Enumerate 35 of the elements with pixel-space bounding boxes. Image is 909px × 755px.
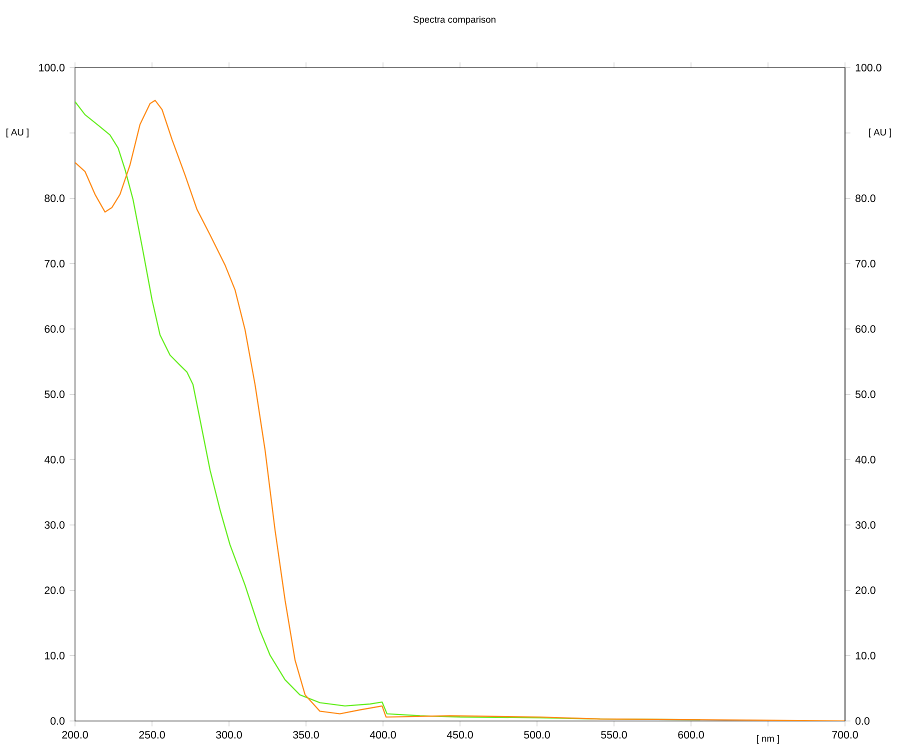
y2-tick-label: 30.0 (855, 521, 876, 529)
chart-title: Spectra comparison (413, 16, 496, 25)
x-tick-label: 500.0 (524, 731, 550, 739)
x-tick-label: 350.0 (293, 731, 319, 739)
y-tick-label: 60.0 (44, 325, 65, 333)
line-series (75, 100, 846, 721)
y2-tick-label: 0.0 (855, 717, 870, 725)
x-tick-label: 600.0 (678, 731, 704, 739)
y2-tick-label: 80.0 (856, 194, 876, 202)
y-tick-label: 10.0 (45, 652, 65, 660)
y2-tick-label: 50.0 (855, 390, 876, 398)
y-tick-label: 30.0 (44, 521, 65, 529)
y-tick-label: 80.0 (44, 194, 65, 202)
y-tick-label: 70.0 (44, 260, 65, 268)
y-tick-label: 20.0 (44, 586, 65, 594)
y-tick-label: 50.0 (44, 390, 65, 398)
x-tick-label: 400.0 (370, 731, 396, 739)
y2-axis-title: [ AU ] (869, 128, 892, 138)
x-tick-label: 200.0 (62, 731, 88, 739)
y2-tick-label: 60.0 (856, 325, 876, 333)
y2-tick-label: 10.0 (856, 652, 876, 660)
x-tick-label: 300.0 (216, 731, 242, 739)
x-tick-label: 700.0 (832, 731, 858, 739)
x-tick-label: 250.0 (139, 731, 165, 739)
x-tick-label: 450.0 (446, 731, 473, 739)
y-tick-label: 0.0 (50, 717, 65, 725)
y2-tick-label: 100.0 (856, 64, 882, 72)
y2-tick-label: 40.0 (855, 456, 876, 464)
x-axis-title: [ nm ] (757, 735, 779, 744)
y-tick-label: 40.0 (44, 456, 65, 464)
y2-tick-label: 20.0 (856, 586, 876, 594)
y2-tick-label: 70.0 (856, 260, 876, 268)
x-tick-label: 550.0 (601, 731, 627, 739)
y-tick-label: 100.0 (39, 64, 65, 72)
y-axis-title: [ AU ] (6, 128, 28, 138)
